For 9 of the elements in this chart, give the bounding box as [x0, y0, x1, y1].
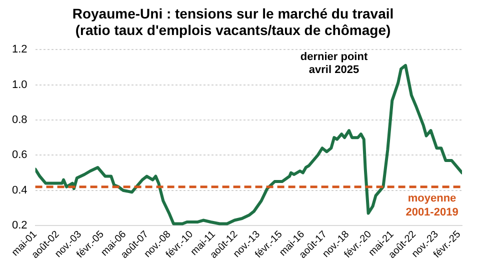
y-tick-label: 0.2: [12, 220, 28, 232]
annotation: dernier point avril 2025: [300, 51, 368, 76]
y-tick-label: 1.2: [12, 44, 28, 56]
y-tick-label: 0.8: [12, 114, 28, 126]
ref-line-label: moyenne 2001-2019: [406, 192, 458, 218]
y-tick-label: 0.6: [12, 149, 28, 162]
y-tick-label: 1.0: [12, 78, 28, 91]
chart-title: Royaume-Uni : tensions sur le marché du travail (ratio taux d'emplois vacants/taux de chômage): [72, 5, 394, 38]
y-tick-label: 0.4: [12, 184, 28, 196]
